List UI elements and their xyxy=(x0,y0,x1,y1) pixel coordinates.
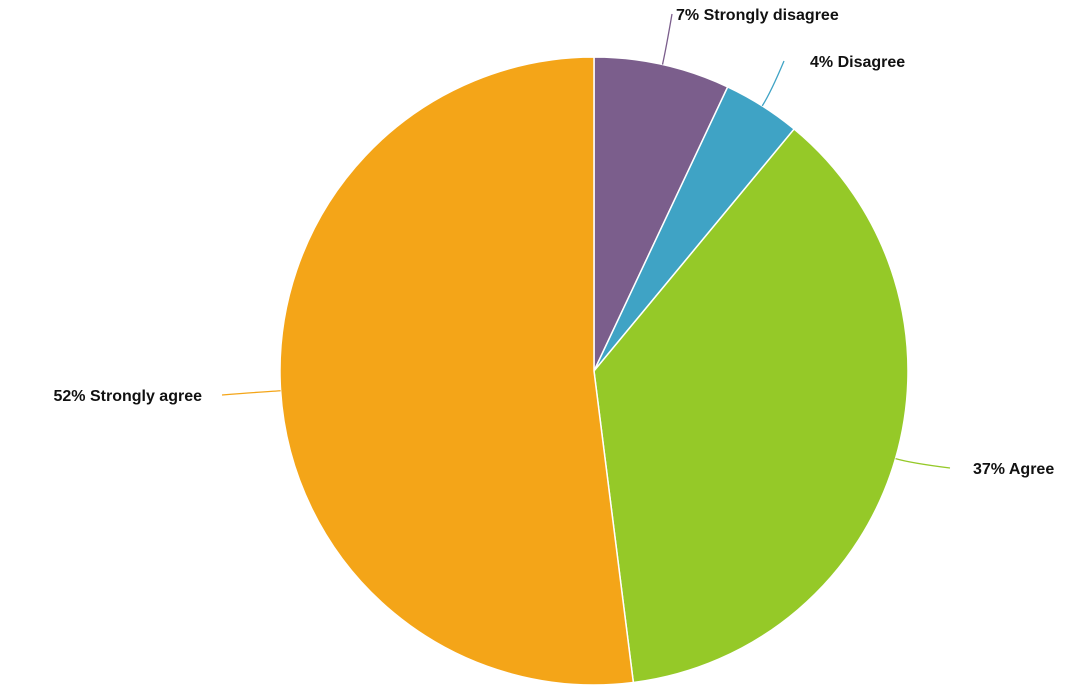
leader-line-strongly-disagree xyxy=(661,13,673,65)
slice-label-strongly-agree: 52% Strongly agree xyxy=(54,388,203,405)
pie-slice-strongly-agree xyxy=(279,56,635,686)
leader-line-agree xyxy=(895,457,951,469)
leader-lines xyxy=(221,13,951,469)
slice-label-disagree: 4% Disagree xyxy=(810,54,905,71)
slice-labels: 7% Strongly disagree 4% Disagree 37% Agree… xyxy=(54,7,1055,478)
leader-line-strongly-agree xyxy=(221,390,281,396)
leader-line-disagree xyxy=(761,60,785,107)
pie-slices xyxy=(279,56,909,686)
slice-label-strongly-disagree: 7% Strongly disagree xyxy=(676,7,839,24)
slice-label-agree: 37% Agree xyxy=(973,461,1054,478)
pie-slice-agree xyxy=(593,128,909,684)
